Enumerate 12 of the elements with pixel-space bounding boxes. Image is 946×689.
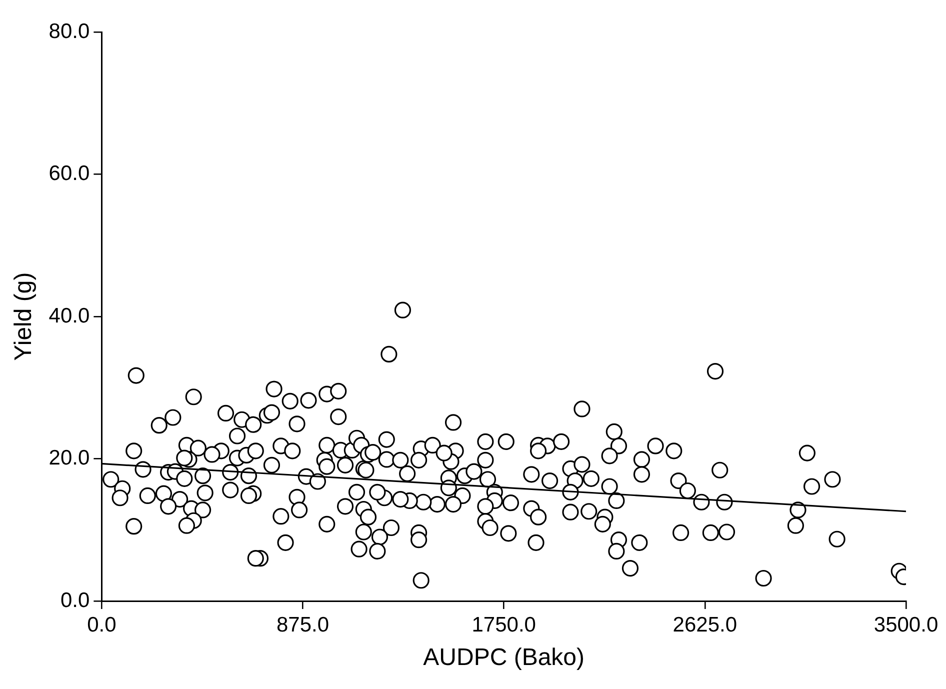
x-tick-label: 875.0	[276, 613, 330, 636]
y-tick-label: 0.0	[60, 588, 90, 612]
y-tick-label: 80.0	[48, 20, 90, 43]
x-axis-title: AUDPC (Bako)	[423, 644, 585, 672]
x-tick-label: 1750.0	[472, 613, 536, 636]
y-tick-label: 40.0	[48, 304, 90, 328]
x-tick-label: 0.0	[87, 613, 116, 636]
y-tick-label: 60.0	[48, 162, 90, 186]
y-tick-label: 20.0	[48, 446, 90, 470]
x-tick-label: 2625.0	[672, 613, 738, 636]
x-tick-label: 3500.0	[874, 613, 938, 636]
y-axis-title: Yield (g)	[10, 272, 38, 361]
